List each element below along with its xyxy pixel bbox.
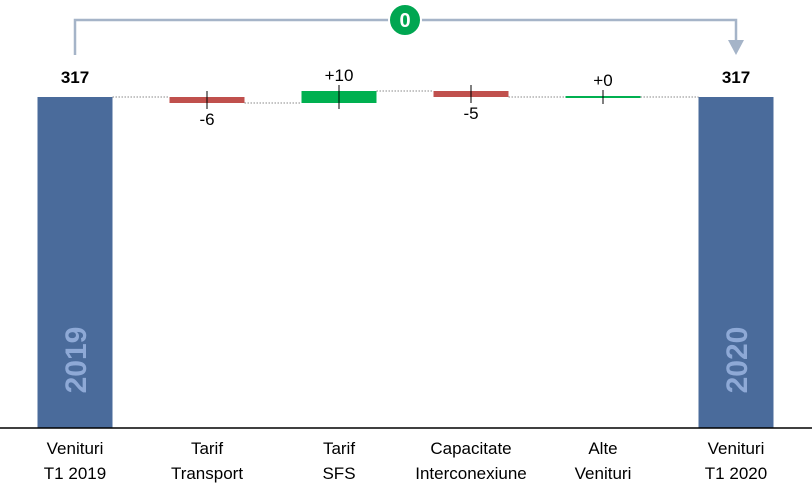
category-label: Venituri T1 2019 — [44, 439, 106, 483]
category-label: Capacitate Interconexiune — [415, 439, 527, 483]
category-label: Tarif Transport — [171, 439, 243, 483]
category-label: Tarif SFS — [322, 439, 355, 483]
category-label: Alte Venituri — [575, 439, 632, 483]
difference-badge — [388, 3, 422, 37]
value-label: -6 — [199, 110, 214, 129]
total-bar — [37, 97, 113, 428]
category-label: Venituri T1 2020 — [705, 439, 767, 483]
value-label: 317 — [61, 68, 89, 87]
value-label: +0 — [593, 71, 612, 90]
total-bar — [698, 97, 774, 428]
value-label: +10 — [325, 66, 354, 85]
total-year-label: 2020 — [721, 327, 754, 394]
difference-badge-label: 0 — [399, 10, 410, 32]
total-year-label: 2019 — [60, 327, 93, 394]
difference-arrowhead — [728, 40, 744, 55]
value-label: 317 — [722, 68, 750, 87]
value-label: -5 — [463, 104, 478, 123]
